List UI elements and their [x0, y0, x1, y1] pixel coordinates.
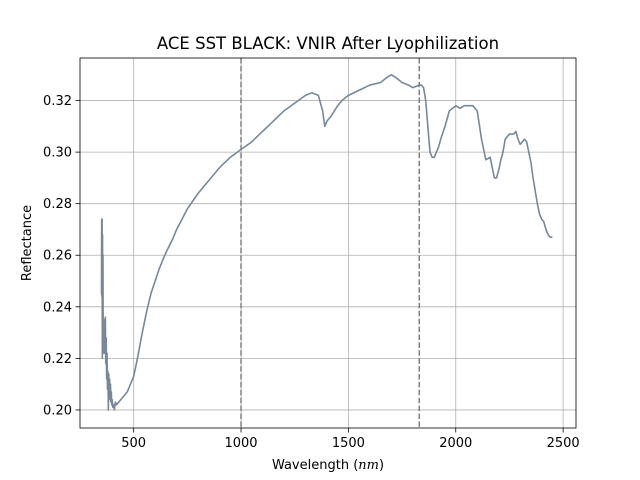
x-tick-label: 500 [121, 436, 146, 451]
y-axis-label: Reflectance [20, 205, 35, 281]
y-tick-label: 0.26 [43, 249, 72, 264]
y-tick-label: 0.24 [43, 300, 72, 315]
chart-title: ACE SST BLACK: VNIR After Lyophilization [157, 34, 499, 53]
y-tick-label: 0.28 [43, 197, 72, 212]
x-tick-label: 2000 [439, 436, 472, 451]
y-tick-label: 0.22 [43, 352, 72, 367]
x-axis-label: Wavelength (nm) [272, 458, 384, 473]
series-line [100, 73, 553, 411]
x-tick-label: 1500 [332, 436, 365, 451]
grid-lines [80, 58, 576, 428]
y-tick-label: 0.30 [43, 146, 72, 161]
series-layer [100, 73, 553, 411]
y-tick-label: 0.20 [43, 403, 72, 418]
y-axis-ticks: 0.20 0.22 0.24 0.26 0.28 0.30 0.32 [43, 94, 80, 418]
axes-frame [79, 57, 577, 429]
x-tick-label: 1000 [224, 436, 257, 451]
x-axis-ticks: 500 1000 1500 2000 2500 [121, 428, 580, 451]
y-tick-label: 0.32 [43, 94, 72, 109]
x-axis-label-close: ) [379, 458, 384, 473]
x-tick-label: 2500 [547, 436, 580, 451]
x-axis-label-unit: nm [358, 458, 379, 473]
reference-lines [240, 58, 421, 428]
x-axis-label-main: Wavelength ( [272, 458, 358, 473]
